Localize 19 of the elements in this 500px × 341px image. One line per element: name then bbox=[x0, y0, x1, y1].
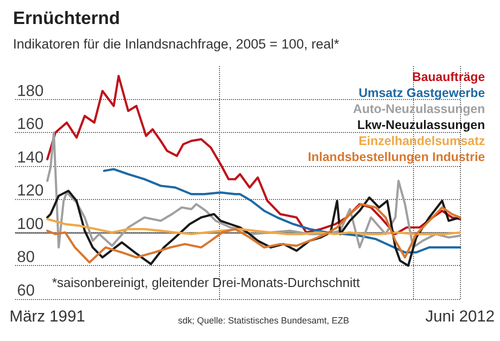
y-tick-label: 60 bbox=[17, 282, 35, 300]
y-tick-label: 140 bbox=[17, 149, 44, 166]
y-tick-label: 100 bbox=[17, 216, 44, 233]
y-tick-label: 180 bbox=[17, 82, 44, 100]
x-tick-label: März 1991 bbox=[10, 308, 86, 326]
y-tick-label: 160 bbox=[17, 116, 44, 134]
text: Bauaufträge bbox=[412, 70, 486, 84]
text: Inlandsbestellungen Industrie bbox=[308, 150, 486, 164]
text: Umsatz Gastgewerbe bbox=[358, 86, 486, 100]
text: sdk; Quelle: Statistisches Bundesamt, EZB bbox=[178, 316, 350, 326]
chart-title: Ernüchternd bbox=[13, 8, 120, 28]
x-tick-label: Juni 2012 bbox=[425, 308, 495, 326]
text: Auto-Neuzulassungen bbox=[353, 102, 486, 116]
y-tick-label: 120 bbox=[17, 182, 44, 200]
chart-subtitle: Indikatoren für die Inlandsnachfrage, 2005 = 100, real* bbox=[13, 36, 340, 52]
annotation: *saisonbereinigt, gleitender Drei-Monats-Durchschnitt bbox=[52, 275, 360, 290]
y-tick-label: 80 bbox=[17, 249, 35, 266]
text: Einzelhandelsumsatz bbox=[358, 134, 486, 148]
text: Lkw-Neuzulassungen bbox=[357, 118, 485, 132]
